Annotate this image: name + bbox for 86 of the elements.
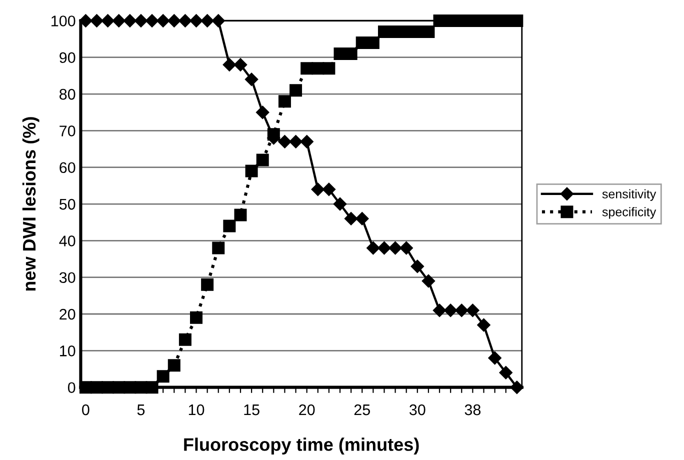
- point: [168, 14, 181, 28]
- point: [311, 182, 324, 196]
- x-tick-label: 0: [82, 404, 90, 416]
- legend-label: sensitivity: [602, 189, 656, 201]
- point: [134, 381, 148, 394]
- y-tick-label: 100: [52, 16, 76, 26]
- point: [356, 212, 369, 226]
- point: [190, 14, 203, 28]
- y-tick-label: 60: [60, 162, 76, 174]
- point: [400, 241, 413, 255]
- point: [300, 135, 314, 148]
- point: [499, 366, 512, 380]
- x-tick-label: 30: [409, 404, 426, 416]
- point: [212, 242, 225, 254]
- point: [201, 278, 214, 291]
- y-tick-label: 0: [68, 382, 76, 394]
- point: [124, 381, 136, 394]
- point: [333, 197, 347, 211]
- x-tick-label: 38: [464, 404, 481, 416]
- point: [466, 304, 480, 317]
- point: [278, 135, 292, 148]
- x-tick-label: 5: [137, 404, 145, 416]
- legend-label: specificity: [602, 207, 656, 219]
- point: [422, 25, 435, 38]
- point: [477, 318, 490, 332]
- y-tick-label: 90: [60, 52, 76, 64]
- point: [200, 14, 214, 28]
- point: [510, 14, 524, 27]
- point: [256, 106, 270, 119]
- point: [422, 274, 436, 288]
- y-tick-label: 30: [59, 272, 76, 284]
- x-tick-label: 10: [188, 404, 204, 416]
- point: [344, 212, 358, 226]
- point: [444, 304, 458, 317]
- point: [455, 304, 468, 317]
- point: [290, 84, 302, 97]
- point: [432, 304, 446, 317]
- point: [212, 14, 225, 28]
- y-axis-title: new DWI lesions (%): [22, 117, 40, 291]
- point: [178, 14, 192, 28]
- x-tick-label: 20: [299, 404, 315, 416]
- point: [388, 241, 402, 255]
- x-axis-title: Fluoroscopy time (minutes): [184, 438, 419, 455]
- point: [222, 58, 236, 72]
- x-tick-label: 25: [354, 404, 370, 416]
- y-tick-label: 70: [60, 126, 76, 136]
- point: [101, 14, 114, 28]
- point: [488, 351, 502, 365]
- y-tick-label: 10: [60, 346, 76, 356]
- y-tick-label: 80: [60, 88, 76, 100]
- point: [112, 14, 126, 28]
- y-tick-label: 40: [59, 236, 76, 246]
- point: [234, 58, 248, 72]
- point: [244, 72, 258, 86]
- point: [289, 135, 302, 148]
- point: [156, 14, 170, 28]
- point: [102, 381, 114, 394]
- point: [410, 260, 424, 273]
- point: [79, 14, 92, 28]
- point: [112, 381, 126, 394]
- point: [234, 208, 247, 222]
- point: [322, 62, 336, 75]
- x-tick-label: 15: [244, 404, 260, 416]
- point: [190, 311, 203, 324]
- y-tick-label: 20: [60, 308, 76, 320]
- point: [90, 14, 104, 28]
- point: [378, 241, 391, 255]
- point: [256, 154, 269, 166]
- point: [123, 14, 137, 28]
- point: [223, 220, 236, 232]
- point: [278, 95, 291, 108]
- point: [322, 182, 336, 196]
- point: [90, 381, 103, 394]
- y-tick-label: 50: [59, 198, 76, 210]
- point: [344, 47, 358, 60]
- point: [168, 359, 180, 372]
- point: [134, 14, 148, 28]
- point: [145, 14, 159, 28]
- point: [156, 370, 170, 383]
- point: [146, 381, 158, 394]
- point: [366, 36, 380, 49]
- point: [366, 241, 380, 255]
- point: [79, 381, 92, 394]
- point: [178, 333, 192, 346]
- point: [245, 164, 258, 178]
- point: [510, 380, 524, 394]
